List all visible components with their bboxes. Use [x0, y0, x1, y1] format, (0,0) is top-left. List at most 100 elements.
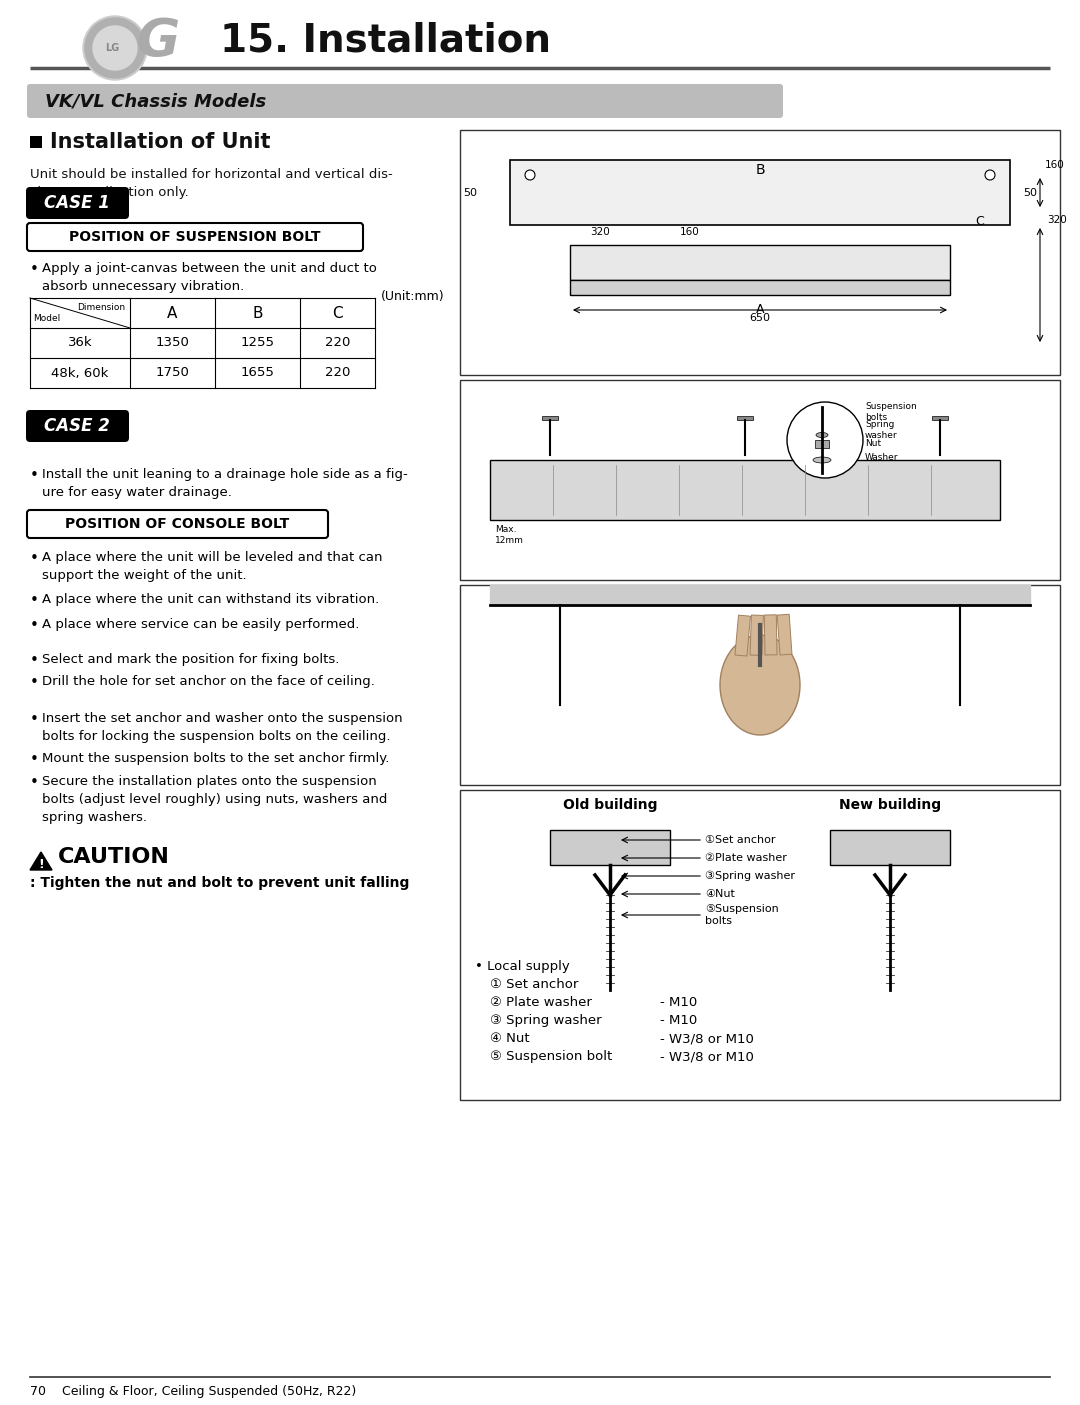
Text: Model: Model [33, 313, 60, 323]
Circle shape [93, 27, 137, 70]
Text: ④Nut: ④Nut [705, 889, 734, 899]
Bar [737, 416, 753, 420]
Bar [750, 615, 764, 655]
Bar [570, 244, 950, 280]
Bar [460, 584, 1059, 785]
Text: POSITION OF SUSPENSION BOLT: POSITION OF SUSPENSION BOLT [69, 230, 321, 244]
Text: CASE 2: CASE 2 [44, 417, 110, 436]
FancyBboxPatch shape [26, 187, 129, 219]
Bar [542, 416, 558, 420]
Text: G: G [136, 15, 179, 67]
Polygon shape [30, 851, 52, 870]
Bar [460, 790, 1059, 1100]
Text: Nut: Nut [865, 438, 881, 448]
Text: •: • [30, 618, 39, 634]
FancyBboxPatch shape [27, 510, 328, 538]
FancyBboxPatch shape [27, 84, 783, 118]
Text: • Local supply: • Local supply [475, 960, 570, 974]
Text: 70    Ceiling & Floor, Ceiling Suspended (50Hz, R22): 70 Ceiling & Floor, Ceiling Suspended (5… [30, 1384, 356, 1398]
Text: - M10: - M10 [660, 1014, 698, 1027]
Text: ②Plate washer: ②Plate washer [705, 853, 787, 863]
Text: ④ Nut: ④ Nut [490, 1033, 529, 1045]
Bar [490, 459, 1000, 520]
Text: •: • [30, 261, 39, 277]
Text: Insert the set anchor and washer onto the suspension
bolts for locking the suspe: Insert the set anchor and washer onto th… [42, 712, 403, 743]
Text: A place where service can be easily performed.: A place where service can be easily perf… [42, 618, 360, 631]
Text: 1255: 1255 [241, 337, 274, 350]
Bar [778, 614, 792, 655]
Text: Dimension: Dimension [77, 303, 125, 312]
Text: Apply a joint-canvas between the unit and duct to
absorb unnecessary vibration.: Apply a joint-canvas between the unit an… [42, 261, 377, 294]
Text: 320: 320 [590, 228, 610, 237]
Circle shape [525, 170, 535, 180]
Text: ③ Spring washer: ③ Spring washer [490, 1014, 602, 1027]
FancyBboxPatch shape [27, 223, 363, 251]
Text: •: • [30, 593, 39, 608]
Text: ①Set anchor: ①Set anchor [705, 835, 775, 844]
Text: ⑤ Suspension bolt: ⑤ Suspension bolt [490, 1050, 612, 1064]
Text: 320: 320 [1047, 215, 1067, 225]
Bar [932, 416, 948, 420]
Text: New building: New building [839, 798, 941, 812]
Text: Mount the suspension bolts to the set anchor firmly.: Mount the suspension bolts to the set an… [42, 752, 390, 764]
Text: Max.
12mm: Max. 12mm [495, 525, 524, 545]
Text: 650: 650 [750, 313, 770, 323]
Text: CAUTION: CAUTION [58, 847, 170, 867]
Text: Washer: Washer [865, 454, 899, 462]
Ellipse shape [720, 635, 800, 735]
Text: 1750: 1750 [156, 367, 189, 379]
Text: Spring
washer: Spring washer [865, 420, 897, 440]
Text: ① Set anchor: ① Set anchor [490, 978, 579, 991]
Text: B: B [755, 163, 765, 177]
Text: 15. Installation: 15. Installation [220, 21, 551, 59]
Text: - W3/8 or M10: - W3/8 or M10 [660, 1050, 754, 1064]
Bar [30, 136, 42, 148]
Bar [735, 615, 751, 656]
Text: 50: 50 [463, 187, 477, 198]
Text: !: ! [38, 857, 44, 871]
Text: •: • [30, 653, 39, 667]
FancyBboxPatch shape [26, 410, 129, 443]
Circle shape [83, 15, 147, 80]
Bar [765, 615, 777, 655]
Text: C: C [333, 305, 342, 320]
Text: Installation of Unit: Installation of Unit [50, 132, 270, 152]
Text: 1350: 1350 [156, 337, 189, 350]
Text: (Unit:mm): (Unit:mm) [381, 289, 445, 303]
Ellipse shape [813, 457, 831, 464]
Text: Drill the hole for set anchor on the face of ceiling.: Drill the hole for set anchor on the fac… [42, 674, 375, 688]
Text: Old building: Old building [563, 798, 658, 812]
Text: A: A [756, 303, 765, 316]
Circle shape [985, 170, 995, 180]
Text: C: C [975, 215, 984, 228]
Text: •: • [30, 776, 39, 790]
Bar [831, 830, 950, 865]
Text: VK/VL Chassis Models: VK/VL Chassis Models [45, 91, 267, 110]
Text: Install the unit leaning to a drainage hole side as a fig-
ure for easy water dr: Install the unit leaning to a drainage h… [42, 468, 408, 499]
Text: - M10: - M10 [660, 996, 698, 1009]
Text: LG: LG [105, 44, 119, 53]
Text: A place where the unit will be leveled and that can
support the weight of the un: A place where the unit will be leveled a… [42, 551, 382, 582]
Circle shape [787, 402, 863, 478]
Text: •: • [30, 551, 39, 566]
Text: 160: 160 [1045, 160, 1065, 170]
Text: 1655: 1655 [241, 367, 274, 379]
Ellipse shape [816, 433, 828, 437]
Text: ② Plate washer: ② Plate washer [490, 996, 592, 1009]
Bar [815, 440, 829, 448]
Text: •: • [30, 674, 39, 690]
Text: Select and mark the position for fixing bolts.: Select and mark the position for fixing … [42, 653, 339, 666]
Text: 220: 220 [325, 337, 350, 350]
Text: B: B [253, 305, 262, 320]
Text: Secure the installation plates onto the suspension
bolts (adjust level roughly) : Secure the installation plates onto the … [42, 776, 388, 823]
Circle shape [85, 18, 145, 79]
Bar [570, 280, 950, 295]
Text: 220: 220 [325, 367, 350, 379]
Text: POSITION OF CONSOLE BOLT: POSITION OF CONSOLE BOLT [65, 517, 289, 531]
Text: Suspension
bolts: Suspension bolts [865, 402, 917, 422]
Text: ③Spring washer: ③Spring washer [705, 871, 795, 881]
Text: Unit should be installed for horizontal and vertical dis-
charge application onl: Unit should be installed for horizontal … [30, 169, 393, 200]
Bar [460, 131, 1059, 375]
Text: - W3/8 or M10: - W3/8 or M10 [660, 1033, 754, 1045]
Bar [550, 830, 670, 865]
